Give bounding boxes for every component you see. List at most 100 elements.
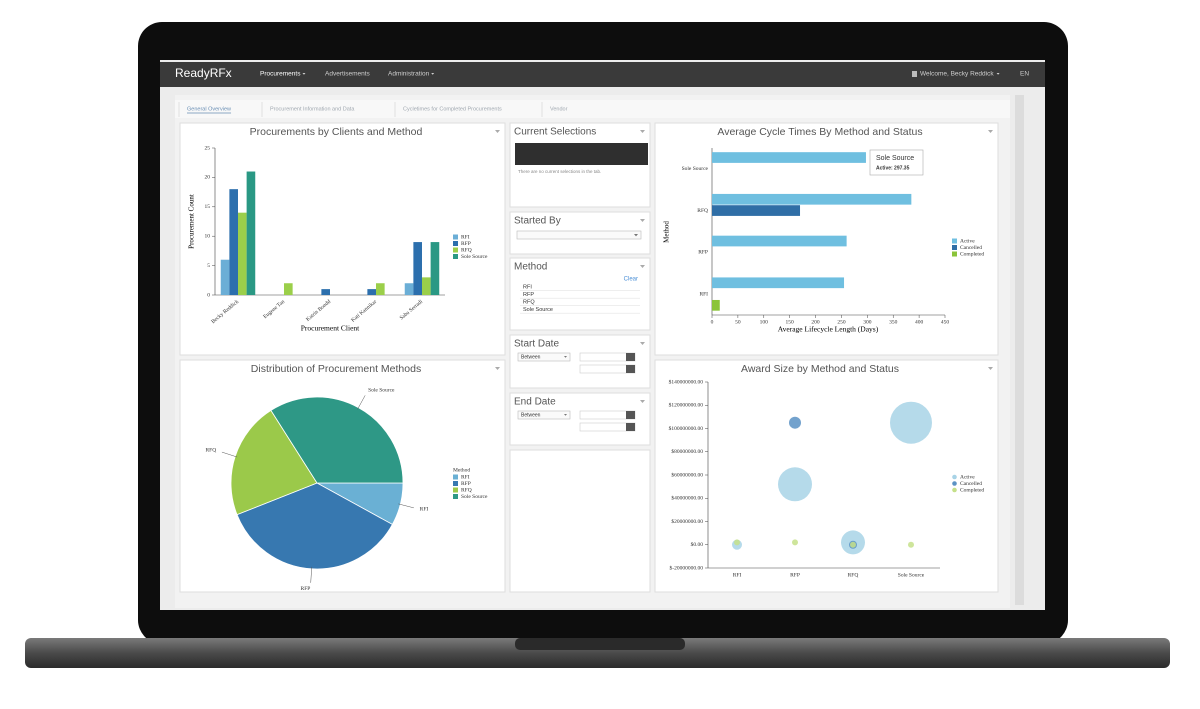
- tab[interactable]: Vendor: [550, 106, 568, 112]
- legend-swatch: [453, 481, 458, 486]
- legend-label[interactable]: Sole Source: [461, 494, 488, 500]
- legend-label[interactable]: RFI: [461, 474, 470, 480]
- legend-label[interactable]: Cancelled: [960, 245, 982, 251]
- filter-panel: [509, 334, 651, 389]
- legend-label[interactable]: Completed: [960, 487, 984, 493]
- leader-line: [398, 503, 414, 509]
- filter-title: Method: [514, 262, 547, 273]
- y-tick-label: RFI: [699, 291, 708, 297]
- legend-swatch: [952, 245, 957, 250]
- nav-bar: [160, 62, 1045, 87]
- x-tick-label: 300: [863, 319, 872, 325]
- bubble[interactable]: [850, 541, 856, 548]
- bubble[interactable]: [792, 539, 798, 546]
- started-by-select[interactable]: [516, 230, 642, 240]
- laptop-base: [25, 638, 1170, 668]
- nav-menu-item[interactable]: Procurements: [260, 71, 301, 78]
- operator-select[interactable]: [517, 410, 571, 420]
- x-tick-label: 150: [786, 319, 795, 325]
- bar[interactable]: [284, 283, 293, 295]
- bar[interactable]: [238, 212, 247, 295]
- bar[interactable]: [712, 152, 866, 163]
- calendar-icon[interactable]: [626, 411, 635, 419]
- nav-language[interactable]: EN: [1020, 71, 1029, 78]
- calendar-icon[interactable]: [626, 423, 635, 431]
- legend-label[interactable]: Completed: [960, 251, 984, 257]
- tooltip-box: [869, 149, 924, 176]
- bar[interactable]: [367, 289, 376, 295]
- tooltip-title: Sole Source: [876, 155, 914, 162]
- legend-swatch: [453, 234, 458, 240]
- tab[interactable]: Cycletimes for Completed Procurements: [403, 106, 502, 112]
- panel-menu-icon: [988, 130, 993, 133]
- clear-link[interactable]: Clear: [624, 277, 638, 283]
- nav-user[interactable]: Welcome, Becky Reddick: [920, 71, 994, 78]
- y-tick-label: $0.00: [691, 541, 704, 548]
- y-tick-label: 10: [205, 233, 211, 239]
- legend-label[interactable]: RFI: [461, 234, 470, 240]
- legend-label[interactable]: RFQ: [461, 487, 472, 493]
- x-tick-label: 100: [760, 319, 769, 325]
- bar[interactable]: [229, 189, 238, 295]
- bar[interactable]: [712, 193, 912, 205]
- calendar-icon[interactable]: [626, 353, 635, 361]
- filter-title: Start Date: [514, 339, 559, 350]
- bar[interactable]: [246, 171, 256, 295]
- method-option[interactable]: RFI: [523, 284, 532, 290]
- x-tick-label: RFP: [790, 572, 800, 578]
- legend-label[interactable]: RFQ: [461, 247, 472, 253]
- selection-bar: [515, 143, 648, 165]
- legend-label[interactable]: RFP: [461, 241, 471, 247]
- bar[interactable]: [321, 289, 330, 295]
- bar[interactable]: [413, 242, 422, 295]
- bar[interactable]: [404, 283, 414, 295]
- bar[interactable]: [712, 235, 847, 247]
- y-tick-label: 20: [205, 175, 211, 181]
- legend-label[interactable]: Active: [960, 474, 975, 480]
- calendar-icon[interactable]: [626, 365, 635, 373]
- bar[interactable]: [712, 205, 801, 216]
- legend-label[interactable]: Active: [960, 238, 975, 244]
- operator-value: Between: [521, 354, 541, 360]
- scrollbar: [1015, 95, 1024, 605]
- x-tick-label: 350: [889, 319, 898, 325]
- bar[interactable]: [430, 242, 440, 295]
- nav-menu-item[interactable]: Administration: [388, 71, 430, 78]
- leader-line: [221, 451, 238, 458]
- slice-label: Sole Source: [368, 387, 395, 393]
- bar[interactable]: [220, 259, 230, 295]
- legend-label[interactable]: Cancelled: [960, 481, 982, 487]
- bar[interactable]: [712, 277, 845, 289]
- nav-menu-item[interactable]: Advertisements: [325, 71, 371, 78]
- bar[interactable]: [422, 277, 431, 295]
- y-tick-label: 15: [205, 204, 211, 210]
- operator-select[interactable]: [517, 352, 571, 362]
- legend-swatch: [952, 481, 957, 486]
- method-option[interactable]: RFP: [523, 292, 534, 298]
- bubble[interactable]: [908, 541, 914, 548]
- tab[interactable]: General Overview: [187, 106, 231, 112]
- legend-title: Method: [453, 467, 470, 473]
- legend-label[interactable]: Sole Source: [461, 254, 488, 260]
- method-option[interactable]: RFQ: [523, 299, 535, 305]
- legend-swatch: [952, 238, 957, 244]
- bar[interactable]: [712, 299, 720, 311]
- panel-menu-icon: [640, 219, 645, 222]
- filter-title: Current Selections: [514, 127, 596, 138]
- x-tick-label: 0: [711, 319, 714, 325]
- slice-label: RFQ: [205, 448, 216, 454]
- caret-icon: [564, 356, 567, 358]
- bar[interactable]: [376, 283, 385, 295]
- caret-icon: [634, 234, 638, 237]
- legend-label[interactable]: RFP: [461, 481, 471, 487]
- bubble[interactable]: [734, 539, 740, 546]
- method-option[interactable]: Sole Source: [523, 307, 553, 313]
- legend-swatch: [453, 487, 458, 493]
- legend-swatch: [453, 247, 458, 253]
- y-tick-label: $120000000.00: [669, 402, 704, 409]
- bubble[interactable]: [789, 416, 801, 429]
- bubble[interactable]: [890, 401, 932, 444]
- tab[interactable]: Procurement Information and Data: [270, 106, 355, 112]
- panel-menu-icon: [640, 400, 645, 403]
- bubble[interactable]: [778, 467, 812, 502]
